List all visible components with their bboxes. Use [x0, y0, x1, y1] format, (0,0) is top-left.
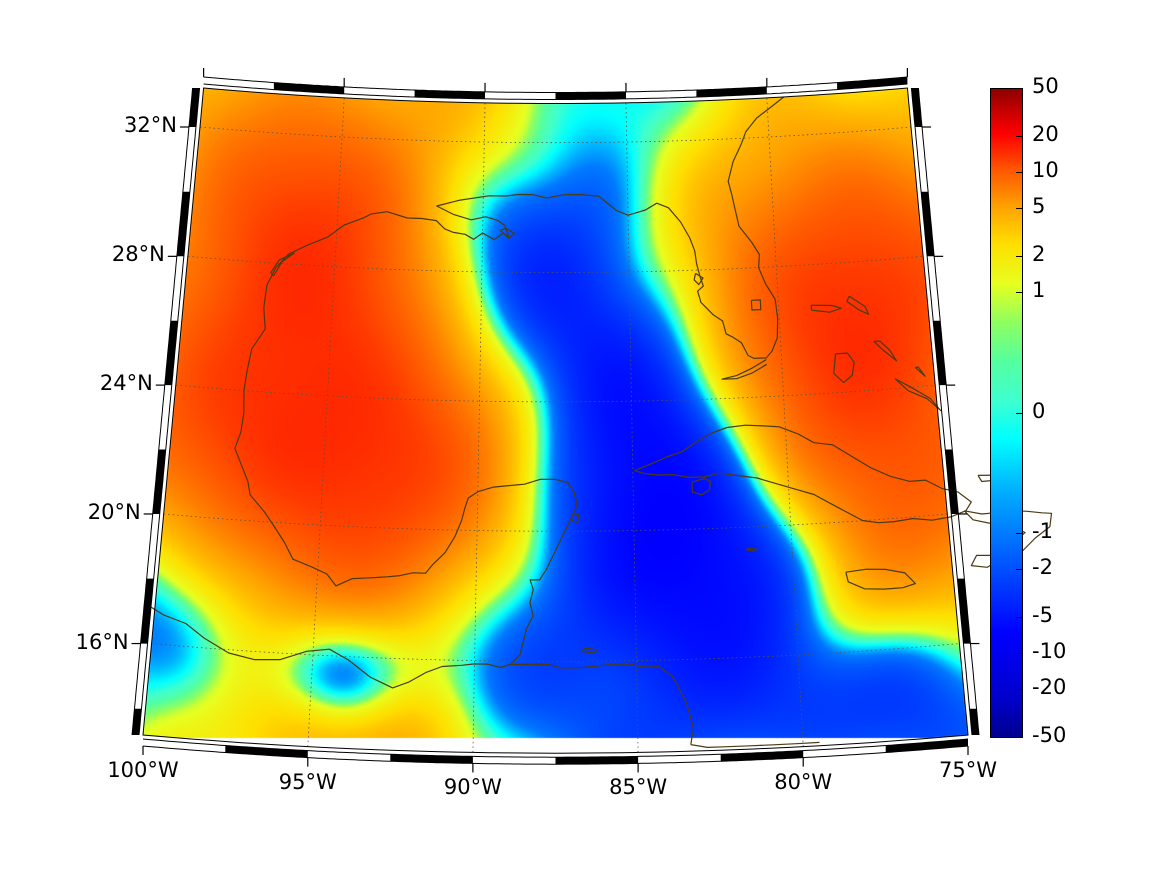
frame-block	[164, 320, 178, 386]
frame-block	[921, 191, 935, 257]
colorbar-tick-label-6: 0	[1032, 398, 1046, 423]
coastline	[873, 340, 898, 362]
frame-block	[273, 82, 345, 94]
coastline	[750, 299, 762, 311]
longitude-tick-label-5: 75°W	[939, 758, 997, 782]
graticule-grid	[151, 97, 960, 753]
graticule-line	[307, 97, 345, 747]
coastline	[270, 252, 295, 277]
graticule-line	[175, 384, 936, 403]
frame-block	[945, 449, 959, 514]
latitude-tick-label-0: 32°N	[124, 113, 177, 137]
frame-block	[720, 750, 804, 762]
colorbar-tick-label-8: -2	[1032, 554, 1053, 579]
latitude-tick-label-4: 16°N	[75, 629, 129, 654]
coastline	[691, 477, 712, 496]
coastline	[145, 328, 578, 689]
colorbar-tick-mark-5	[1016, 292, 1023, 293]
colorbar-tick-label-7: -1	[1032, 518, 1053, 543]
colorbar-tick-label-9: -5	[1032, 602, 1053, 627]
frame-block	[969, 708, 979, 735]
latitude-tick-label-1: 28°N	[111, 242, 165, 267]
graticule-line	[766, 97, 804, 747]
colorbar-tick-mark-10	[1016, 653, 1023, 654]
colorbar-tick-label-0: 50	[1032, 74, 1059, 98]
coastline	[634, 424, 972, 524]
frame-block	[933, 320, 947, 386]
coastline	[499, 227, 516, 239]
graticule-line	[472, 102, 486, 753]
coastline	[914, 366, 926, 377]
longitude-tick-label-4: 80°W	[774, 769, 833, 794]
colorbar-tick-label-12: -50	[1032, 723, 1067, 747]
frame-block	[132, 708, 142, 735]
colorbar-tick-mark-11	[1016, 689, 1023, 690]
frame-block	[911, 88, 922, 127]
colorbar-tick-label-4: 2	[1032, 242, 1046, 267]
frame-block	[837, 77, 908, 90]
coastline	[690, 741, 820, 748]
coastline	[721, 358, 768, 380]
colorbar-tick-label-2: 10	[1032, 158, 1059, 183]
graticule-line	[199, 126, 912, 144]
longitude-tick-label-1: 95°W	[278, 769, 337, 794]
coastline	[845, 568, 916, 590]
frame-block	[225, 745, 308, 758]
coastline	[833, 352, 855, 384]
map-outline	[142, 87, 969, 754]
coastline	[846, 295, 870, 315]
frame-block	[152, 449, 166, 514]
colorbar-tick-label-10: -10	[1032, 638, 1067, 663]
coastline	[810, 304, 842, 313]
coastline	[580, 647, 599, 654]
coastline	[263, 96, 785, 359]
frame-block	[555, 91, 626, 100]
map-frame	[131, 68, 980, 773]
frame-block	[885, 739, 968, 753]
coastline	[745, 547, 758, 552]
colorbar-tick-label-11: -20	[1032, 675, 1067, 700]
coastline	[693, 272, 704, 286]
graticule-line	[151, 643, 960, 662]
graticule-line	[625, 102, 639, 753]
latitude-tick-label-2: 24°N	[99, 371, 153, 396]
colorbar-tick-mark-2	[1016, 172, 1023, 173]
colorbar-tick-label-5: 1	[1032, 278, 1046, 303]
colorbar-tick-mark-9	[1016, 617, 1023, 618]
frame-block	[390, 754, 473, 764]
longitude-tick-label-2: 90°W	[443, 775, 502, 800]
frame-block	[140, 578, 154, 644]
coastline	[894, 378, 942, 412]
colorbar-tick-mark-6	[1016, 413, 1023, 414]
coastline	[510, 663, 695, 745]
frame-block	[555, 756, 639, 765]
colorbar-tick-mark-3	[1016, 208, 1023, 209]
coastline-layer	[145, 96, 1053, 748]
colorbar-tick-label-1: 20	[1032, 121, 1059, 146]
graticule-line	[187, 255, 924, 273]
coastline	[570, 512, 580, 524]
frame-block	[414, 90, 485, 99]
colorbar-tick-label-3: 5	[1032, 194, 1046, 219]
longitude-tick-label-0: 100°W	[107, 758, 179, 782]
frame-block	[696, 86, 767, 97]
longitude-tick-label-3: 85°W	[609, 775, 668, 800]
frame-block	[176, 191, 190, 257]
graticule-line	[163, 513, 948, 532]
frame-block	[957, 578, 971, 644]
colorbar-tick-mark-7	[1016, 533, 1023, 534]
colorbar-tick-mark-1	[1016, 136, 1023, 137]
colorbar-tick-mark-8	[1016, 569, 1023, 570]
frame-rule	[910, 87, 973, 736]
colorbar-tick-mark-4	[1016, 256, 1023, 257]
latitude-tick-label-3: 20°N	[87, 499, 141, 524]
frame-rule	[138, 87, 201, 736]
frame-block	[189, 88, 200, 127]
